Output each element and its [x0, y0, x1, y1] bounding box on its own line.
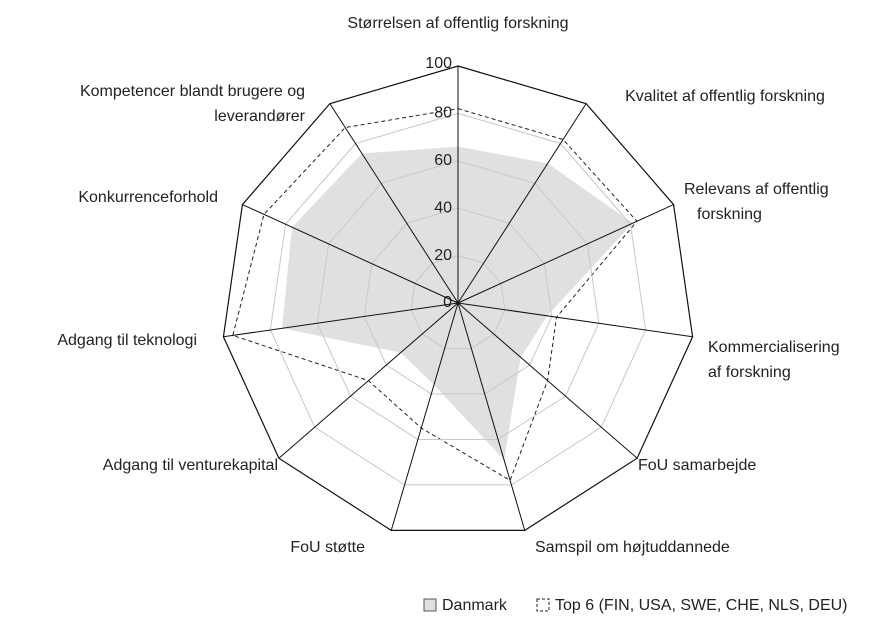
legend-swatch	[423, 598, 437, 612]
tick-label: 80	[434, 105, 452, 122]
axis-label: Kvalitet af offentlig forskning	[625, 88, 825, 105]
tick-label: 100	[425, 55, 452, 72]
legend-label: Top 6 (FIN, USA, SWE, CHE, NLS, DEU)	[555, 597, 848, 614]
grid-ring	[316, 160, 600, 440]
tick-label: 60	[434, 152, 452, 169]
series-line	[232, 108, 638, 482]
axis-label: FoU støtte	[290, 539, 365, 556]
spoke	[223, 302, 459, 338]
axis-label: Kompetencer blandt brugere og leverandøre…	[80, 83, 306, 125]
spoke	[278, 302, 459, 459]
spoke	[242, 204, 459, 304]
legend-swatch	[536, 598, 550, 612]
spoke	[457, 103, 587, 304]
axis-label: Samspil om højtuddannede	[535, 539, 730, 556]
spoke	[390, 302, 459, 531]
grid-ring	[363, 207, 553, 395]
tick-label: 0	[443, 294, 452, 311]
grid-ring	[269, 112, 647, 486]
axis-label: Kommercialisering af forskning	[708, 339, 840, 381]
axis-label: Konkurrenceforhold	[78, 189, 218, 206]
legend-label: Danmark	[442, 597, 508, 614]
spoke	[457, 302, 526, 531]
tick-label: 20	[434, 247, 452, 264]
axis-label: Relevans af offentlig forskning	[684, 181, 829, 223]
axis-label: Adgang til venturekapital	[103, 457, 278, 474]
tick-label: 40	[434, 199, 452, 216]
axis-label: FoU samarbejde	[638, 457, 756, 474]
axis-label: Adgang til teknologi	[57, 332, 197, 349]
spoke	[457, 302, 693, 338]
grid-ring	[410, 255, 506, 349]
grid-ring	[222, 65, 694, 531]
spoke	[457, 204, 674, 304]
spoke	[457, 302, 638, 459]
spoke	[329, 103, 459, 304]
axis-label: Størrelsen af offentlig forskning	[347, 15, 568, 32]
